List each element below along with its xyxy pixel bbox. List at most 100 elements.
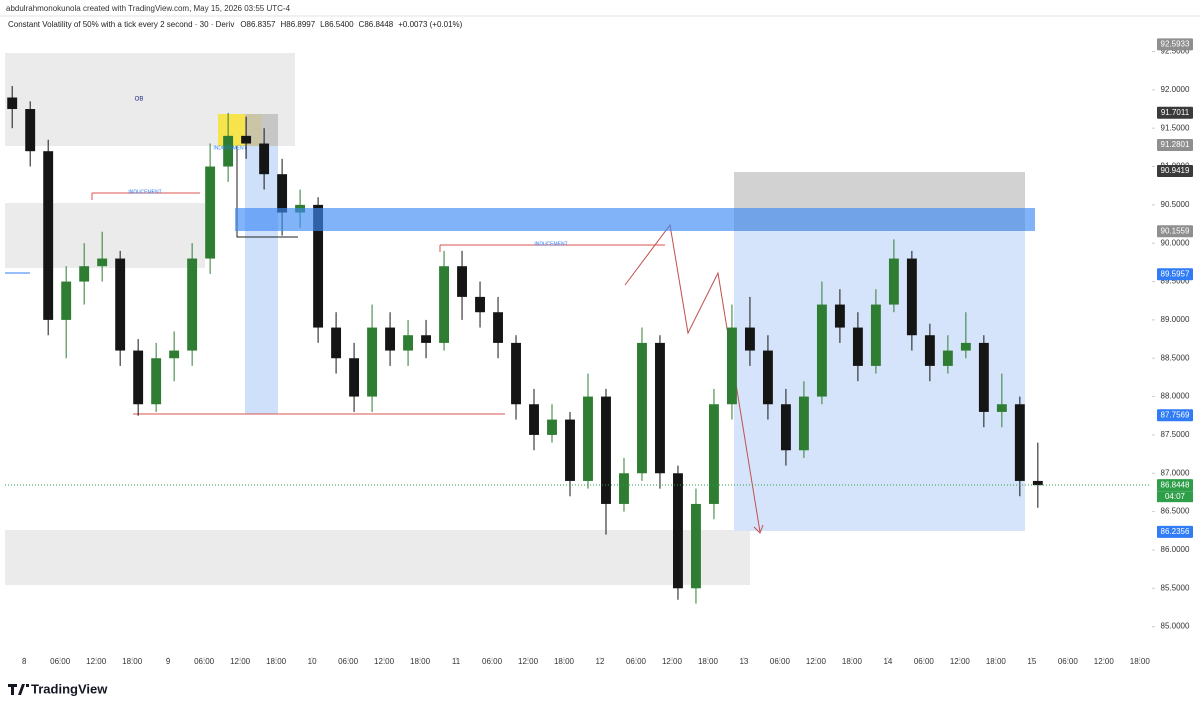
- candle-body: [583, 396, 593, 481]
- candle-body: [852, 327, 863, 366]
- candle-body: [187, 258, 198, 351]
- candle-body: [942, 350, 953, 366]
- candle-body: [816, 304, 827, 397]
- x-tick-label: 11: [452, 657, 461, 666]
- price-label: 89.5957: [1161, 269, 1190, 278]
- candle-body: [151, 358, 162, 405]
- x-tick-label: 18:00: [266, 657, 287, 666]
- candle-body: [79, 266, 90, 282]
- candle-body: [709, 404, 719, 504]
- y-tick-label: 89.5000: [1161, 277, 1190, 286]
- x-tick-label: 14: [883, 657, 892, 666]
- symbol: Constant Volatility of 50% with a tick e…: [8, 20, 234, 29]
- candle-body: [43, 151, 54, 320]
- price-label-box: [1157, 525, 1193, 538]
- price-label-box: [1157, 479, 1193, 492]
- candle-body: [7, 97, 18, 110]
- candle-body: [169, 350, 180, 359]
- logo: TradingView: [8, 681, 108, 696]
- candle-body: [762, 350, 773, 405]
- supply-zone: [235, 208, 1035, 231]
- zone: [5, 203, 205, 268]
- ohlc-value: L86.5400: [320, 20, 354, 29]
- credit: abdulrahmonokunola created with TradingV…: [6, 4, 291, 13]
- candle-body: [906, 258, 917, 336]
- branding: TradingView: [31, 681, 108, 696]
- candle-body: [349, 358, 360, 397]
- y-tick-label: 88.5000: [1161, 353, 1190, 362]
- logo-mark: [8, 684, 29, 695]
- candle-body: [331, 327, 342, 359]
- y-tick-label: 86.5000: [1161, 507, 1190, 516]
- axes: 8 06:00 12:00 18:00 9 06:00 12:00 18:00 10 06:00 1…: [22, 38, 1193, 666]
- x-tick-label: 12:00: [86, 657, 107, 666]
- candle-body: [493, 312, 503, 343]
- x-tick-label: 06:00: [338, 657, 359, 666]
- candles: [7, 86, 1043, 604]
- candle-body: [960, 342, 971, 351]
- ohlc-value: +0.0073 (+0.01%): [398, 20, 462, 29]
- candle-body: [511, 342, 521, 405]
- candle-body: [726, 327, 737, 405]
- price-label: 87.7569: [1161, 410, 1190, 419]
- candle-body: [385, 327, 396, 351]
- candle-body: [565, 419, 575, 481]
- x-tick-label: 13: [739, 657, 748, 666]
- x-tick-label: 06:00: [194, 657, 215, 666]
- zone: [5, 530, 750, 585]
- price-label: 90.9419: [1161, 166, 1190, 175]
- candle-body: [133, 350, 144, 405]
- price-label-box: [1157, 268, 1193, 281]
- x-tick-label: 18:00: [554, 657, 575, 666]
- x-tick-label: 06:00: [770, 657, 791, 666]
- candle-body: [834, 304, 845, 328]
- y-tick-label: 86.0000: [1161, 545, 1190, 554]
- x-tick-label: 06:00: [50, 657, 71, 666]
- x-tick-label: 06:00: [1058, 657, 1079, 666]
- x-tick-label: 15: [1027, 657, 1036, 666]
- x-tick-label: 12: [596, 657, 605, 666]
- candle-body: [996, 404, 1007, 412]
- candle-body: [870, 304, 881, 366]
- x-tick-label: 12:00: [1094, 657, 1115, 666]
- candle-body: [403, 335, 414, 351]
- price-label-box: [1157, 164, 1193, 177]
- x-tick-label: 12:00: [518, 657, 539, 666]
- x-tick-label: 06:00: [626, 657, 647, 666]
- ohlc-value: O86.8357: [240, 20, 276, 29]
- candle-body: [421, 335, 432, 343]
- candle-body: [780, 404, 791, 451]
- price-label: 91.2801: [1161, 140, 1190, 149]
- candle-body: [637, 342, 647, 474]
- candle-body: [475, 296, 485, 313]
- price-label-box: [1157, 139, 1193, 152]
- price-label-box: [1157, 106, 1193, 119]
- candle-body: [457, 266, 467, 297]
- candle-body: [439, 266, 449, 343]
- arrow-head: [753, 524, 764, 534]
- candle-body: [798, 396, 809, 451]
- candle-body: [115, 258, 126, 351]
- box-line: [236, 146, 298, 238]
- target-zone: [734, 231, 1025, 531]
- candle-body: [888, 258, 899, 305]
- candle-body: [601, 396, 611, 504]
- candle-body: [744, 327, 755, 351]
- candle-body: [277, 174, 288, 213]
- x-tick-label: 18:00: [842, 657, 863, 666]
- candle-body: [924, 335, 935, 366]
- candle-body: [25, 109, 36, 152]
- y-tick-label: 87.5000: [1161, 430, 1190, 439]
- candle-body: [223, 135, 234, 167]
- y-tick-label: 90.5000: [1161, 200, 1190, 209]
- x-tick-label: 18:00: [1130, 657, 1151, 666]
- candle-body: [547, 419, 557, 435]
- y-tick-label: 88.0000: [1161, 392, 1190, 401]
- candle-body: [61, 281, 72, 320]
- price-label: 86.2356: [1161, 527, 1190, 536]
- candle-body: [259, 143, 270, 175]
- y-tick-label: 91.5000: [1161, 123, 1190, 132]
- x-tick-label: 18:00: [410, 657, 431, 666]
- y-tick-label: 89.0000: [1161, 315, 1190, 324]
